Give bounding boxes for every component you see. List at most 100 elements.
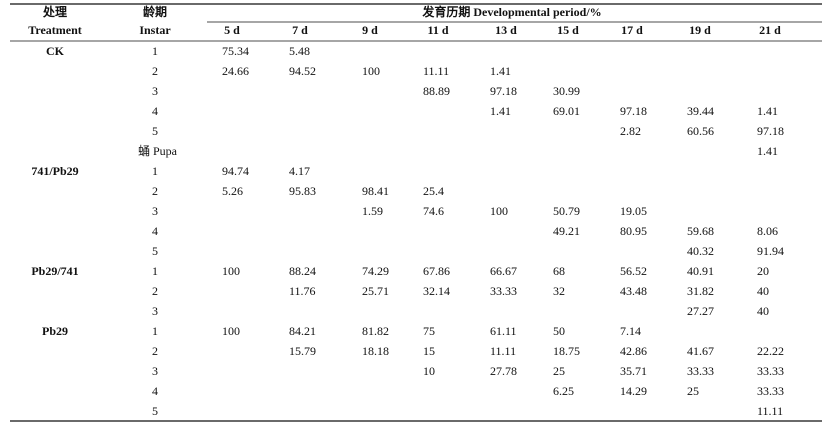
cell: 1.41 <box>757 104 778 118</box>
instar: 4 <box>152 384 158 398</box>
cell: 6.25 <box>553 384 574 398</box>
cell: 69.01 <box>553 104 580 118</box>
cell: 100 <box>222 324 240 338</box>
instar: 5 <box>152 244 158 258</box>
cell: 43.48 <box>620 284 647 298</box>
column-header: 7 d <box>292 23 308 37</box>
cell: 35.71 <box>620 364 647 378</box>
cell: 68 <box>553 264 565 278</box>
cell: 1.41 <box>490 64 511 78</box>
column-header: 5 d <box>224 23 240 37</box>
treatment-header: 处理 <box>42 4 67 19</box>
instar: 4 <box>152 224 158 238</box>
column-header: 13 d <box>495 23 517 37</box>
cell: 88.89 <box>423 84 450 98</box>
cell: 32.14 <box>423 284 450 298</box>
cell: 81.82 <box>362 324 389 338</box>
cell: 40.32 <box>687 244 714 258</box>
cell: 18.18 <box>362 344 389 358</box>
instar: 1 <box>152 44 158 58</box>
column-header: 15 d <box>557 23 579 37</box>
cell: 8.06 <box>757 224 778 238</box>
instar: 2 <box>152 184 158 198</box>
instar: 蛹 Pupa <box>138 144 178 158</box>
column-header: 17 d <box>621 23 643 37</box>
cell: 18.75 <box>553 344 580 358</box>
cell: 30.99 <box>553 84 580 98</box>
cell: 97.18 <box>490 84 517 98</box>
cell: 49.21 <box>553 224 580 238</box>
cell: 40 <box>757 284 769 298</box>
cell: 15 <box>423 344 435 358</box>
cell: 41.67 <box>687 344 714 358</box>
cell: 67.86 <box>423 264 450 278</box>
instar: 2 <box>152 64 158 78</box>
cell: 94.52 <box>289 64 316 78</box>
cell: 11.11 <box>423 64 449 78</box>
cell: 97.18 <box>620 104 647 118</box>
cell: 59.68 <box>687 224 714 238</box>
cell: 15.79 <box>289 344 316 358</box>
cell: 33.33 <box>757 384 784 398</box>
cell: 50.79 <box>553 204 580 218</box>
treatment: Pb29/741 <box>31 264 78 278</box>
cell: 50 <box>553 324 565 338</box>
instar: 2 <box>152 344 158 358</box>
instar: 1 <box>152 324 158 338</box>
cell: 11.11 <box>757 404 783 418</box>
cell: 33.33 <box>687 364 714 378</box>
cell: 31.82 <box>687 284 714 298</box>
cell: 66.67 <box>490 264 517 278</box>
instar: 3 <box>152 304 158 318</box>
instar: 1 <box>152 164 158 178</box>
cell: 25 <box>687 384 699 398</box>
cell: 20 <box>757 264 769 278</box>
instar: 5 <box>152 124 158 138</box>
cell: 75.34 <box>222 44 249 58</box>
instar: 1 <box>152 264 158 278</box>
cell: 1.59 <box>362 204 383 218</box>
treatment: Pb29 <box>42 324 68 338</box>
column-header: 19 d <box>689 23 711 37</box>
instar: 3 <box>152 84 158 98</box>
cell: 11.76 <box>289 284 316 298</box>
cell: 75 <box>423 324 435 338</box>
cell: 5.48 <box>289 44 310 58</box>
cell: 27.78 <box>490 364 517 378</box>
instar: 3 <box>152 204 158 218</box>
cell: 25.71 <box>362 284 389 298</box>
cell: 32 <box>553 284 565 298</box>
cell: 100 <box>490 204 508 218</box>
cell: 27.27 <box>687 304 714 318</box>
cell: 60.56 <box>687 124 714 138</box>
cell: 74.29 <box>362 264 389 278</box>
cell: 40 <box>757 304 769 318</box>
cell: 11.11 <box>490 344 516 358</box>
cell: 19.05 <box>620 204 647 218</box>
cell: 84.21 <box>289 324 316 338</box>
cell: 1.41 <box>757 144 778 158</box>
treatment: CK <box>46 44 65 58</box>
cell: 4.17 <box>289 164 310 178</box>
cell: 25 <box>553 364 565 378</box>
cell: 94.74 <box>222 164 249 178</box>
cell: 33.33 <box>490 284 517 298</box>
cell: 100 <box>222 264 240 278</box>
treatment-header: Treatment <box>28 23 82 37</box>
cell: 42.86 <box>620 344 647 358</box>
column-header: 21 d <box>759 23 781 37</box>
column-header: 9 d <box>362 23 378 37</box>
cell: 97.18 <box>757 124 784 138</box>
cell: 61.11 <box>490 324 517 338</box>
cell: 22.22 <box>757 344 784 358</box>
cell: 40.91 <box>687 264 714 278</box>
period-header: 发育历期 Developmental period/% <box>421 4 601 19</box>
cell: 1.41 <box>490 104 511 118</box>
cell: 91.94 <box>757 244 784 258</box>
instar: 2 <box>152 284 158 298</box>
cell: 14.29 <box>620 384 647 398</box>
cell: 33.33 <box>757 364 784 378</box>
cell: 80.95 <box>620 224 647 238</box>
instar: 3 <box>152 364 158 378</box>
